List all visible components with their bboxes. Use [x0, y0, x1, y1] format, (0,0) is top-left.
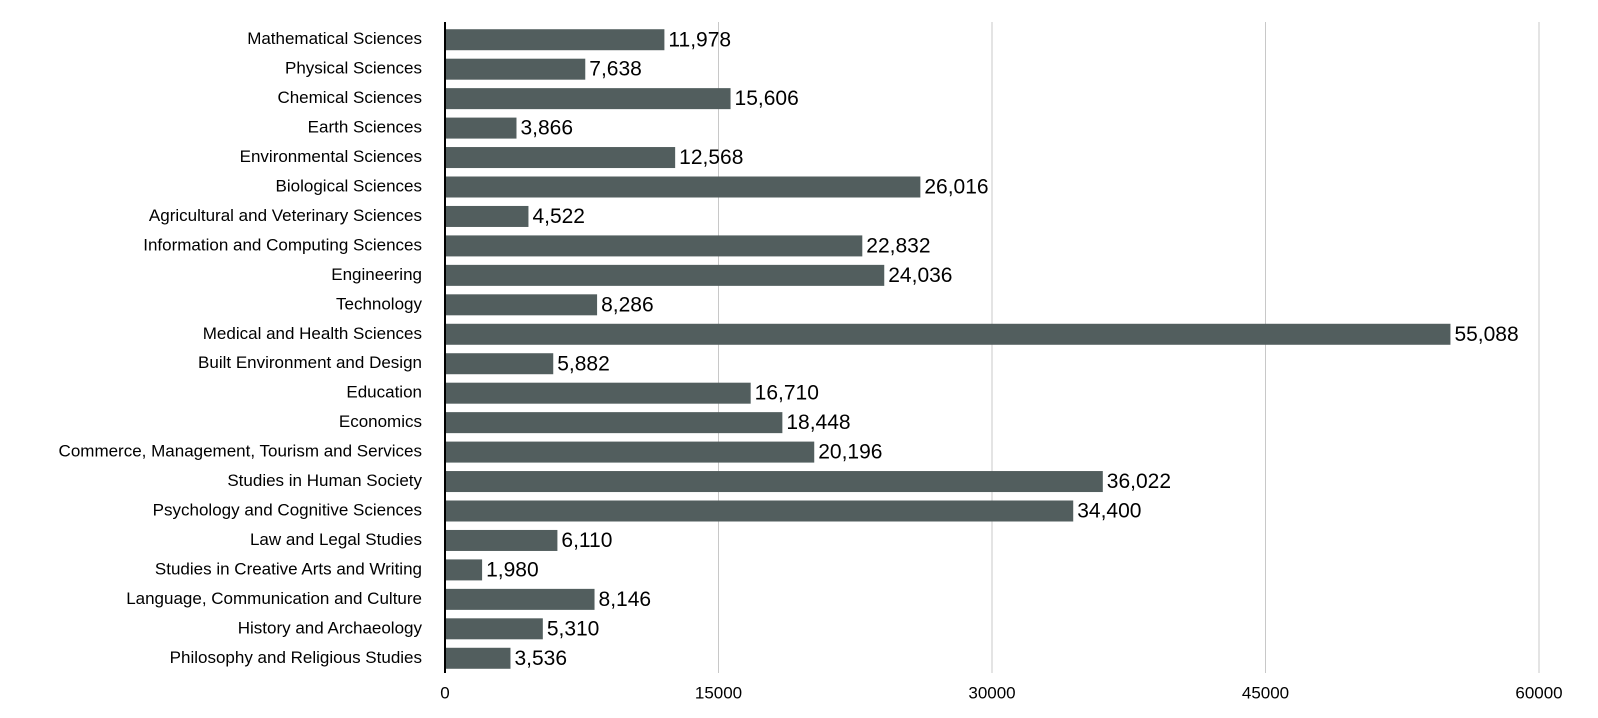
bar	[446, 176, 921, 198]
y-tick-label: Agricultural and Veterinary Sciences	[149, 206, 422, 225]
value-label: 8,286	[601, 293, 654, 316]
value-label: 16,710	[755, 382, 819, 405]
value-label: 5,882	[557, 352, 610, 375]
value-label: 7,638	[589, 58, 642, 81]
y-tick-label: Medical and Health Sciences	[203, 324, 422, 343]
value-label: 11,978	[668, 28, 731, 51]
value-label: 22,832	[866, 234, 930, 257]
y-tick-label: Studies in Creative Arts and Writing	[155, 559, 422, 578]
value-label: 8,146	[599, 588, 652, 611]
bar	[446, 412, 783, 434]
y-tick-label: Engineering	[331, 265, 422, 284]
bar	[446, 205, 529, 227]
x-tick-label: 45000	[1242, 683, 1289, 702]
y-tick-label: Mathematical Sciences	[247, 29, 422, 48]
bar	[446, 647, 511, 669]
value-label: 55,088	[1454, 323, 1518, 346]
bar	[446, 294, 598, 316]
y-tick-label: Technology	[336, 294, 423, 313]
bar	[446, 559, 483, 581]
bar	[446, 29, 665, 51]
value-label: 18,448	[786, 411, 850, 434]
y-tick-label: Chemical Sciences	[277, 88, 422, 107]
bar	[446, 529, 558, 551]
bar	[446, 88, 731, 110]
x-tick-label: 15000	[695, 683, 742, 702]
value-label: 20,196	[818, 441, 882, 464]
value-label: 12,568	[679, 146, 743, 169]
bar	[446, 147, 676, 169]
bar	[446, 500, 1074, 522]
value-label: 1,980	[486, 558, 539, 581]
bar	[446, 382, 751, 404]
x-tick-label: 0	[440, 683, 449, 702]
bar	[446, 235, 863, 257]
bar	[446, 618, 543, 640]
y-tick-label: Psychology and Cognitive Sciences	[153, 500, 422, 519]
bar	[446, 441, 815, 463]
y-tick-label: Law and Legal Studies	[250, 530, 422, 549]
value-label: 6,110	[561, 529, 612, 552]
bar	[446, 264, 885, 286]
value-label: 3,866	[520, 117, 573, 140]
value-label: 3,536	[514, 647, 567, 670]
y-tick-label: Environmental Sciences	[240, 147, 422, 166]
bar	[446, 323, 1451, 345]
value-label: 24,036	[888, 264, 952, 287]
value-label: 34,400	[1077, 500, 1141, 523]
value-label: 5,310	[547, 617, 600, 640]
y-tick-label: Biological Sciences	[276, 176, 422, 195]
bar	[446, 353, 554, 375]
y-tick-label: Earth Sciences	[308, 118, 422, 137]
y-tick-label: Studies in Human Society	[227, 471, 422, 490]
y-tick-label: Economics	[339, 412, 422, 431]
y-tick-label: Built Environment and Design	[198, 353, 422, 372]
bar	[446, 471, 1103, 493]
y-tick-label: Commerce, Management, Tourism and Servic…	[59, 442, 422, 461]
value-label: 4,522	[532, 205, 585, 228]
y-tick-label: Philosophy and Religious Studies	[170, 648, 422, 667]
x-tick-label: 60000	[1515, 683, 1562, 702]
bar	[446, 117, 517, 139]
value-label: 36,022	[1107, 470, 1171, 493]
x-tick-label: 30000	[968, 683, 1015, 702]
y-tick-label: Information and Computing Sciences	[143, 235, 422, 254]
y-tick-label: Education	[346, 383, 422, 402]
value-label: 15,606	[735, 87, 799, 110]
y-tick-label: Language, Communication and Culture	[126, 589, 422, 608]
bar	[446, 58, 586, 80]
y-tick-label: History and Archaeology	[238, 618, 423, 637]
bar	[446, 588, 595, 610]
value-label: 26,016	[924, 176, 988, 199]
y-tick-label: Physical Sciences	[285, 59, 422, 78]
